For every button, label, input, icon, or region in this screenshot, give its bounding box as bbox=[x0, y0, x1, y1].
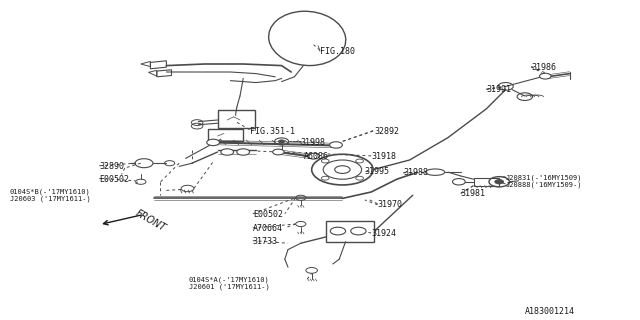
Circle shape bbox=[452, 179, 465, 185]
Bar bbox=[326, 221, 374, 242]
Text: 31918: 31918 bbox=[371, 152, 396, 161]
Text: 31991: 31991 bbox=[486, 85, 511, 94]
Text: 31988: 31988 bbox=[403, 168, 428, 177]
Text: 31981: 31981 bbox=[461, 189, 486, 198]
Text: 31995: 31995 bbox=[365, 167, 390, 176]
Text: 32892: 32892 bbox=[374, 127, 399, 136]
Text: J20603 ('17MY1611-): J20603 ('17MY1611-) bbox=[10, 196, 90, 202]
Text: 0104S*B(-'17MY1610): 0104S*B(-'17MY1610) bbox=[10, 189, 90, 195]
Text: A70664: A70664 bbox=[253, 224, 283, 233]
Text: J20888('16MY1509-): J20888('16MY1509-) bbox=[506, 181, 582, 188]
Text: 0104S*A(-'17MY1610): 0104S*A(-'17MY1610) bbox=[189, 277, 269, 283]
Text: 32890: 32890 bbox=[99, 162, 124, 171]
Text: A6086: A6086 bbox=[304, 152, 329, 161]
Text: J20601 ('17MY1611-): J20601 ('17MY1611-) bbox=[189, 284, 269, 290]
Text: J20831(-'16MY1509): J20831(-'16MY1509) bbox=[506, 174, 582, 181]
Circle shape bbox=[330, 227, 346, 235]
Circle shape bbox=[221, 149, 234, 155]
Text: E00502: E00502 bbox=[253, 210, 283, 219]
Text: E00502: E00502 bbox=[99, 175, 129, 184]
Circle shape bbox=[540, 73, 551, 79]
Text: 31986: 31986 bbox=[531, 63, 556, 72]
Circle shape bbox=[273, 149, 284, 155]
Bar bbox=[208, 129, 243, 141]
Circle shape bbox=[330, 142, 342, 148]
Text: FIG.351-1: FIG.351-1 bbox=[250, 127, 294, 136]
Bar bbox=[218, 110, 255, 128]
Bar bbox=[474, 178, 499, 186]
Circle shape bbox=[335, 166, 350, 173]
Circle shape bbox=[308, 153, 319, 159]
Text: 31733: 31733 bbox=[253, 237, 278, 246]
Text: 31998: 31998 bbox=[301, 138, 326, 147]
Circle shape bbox=[207, 139, 220, 146]
Text: FIG.180: FIG.180 bbox=[320, 47, 355, 56]
Circle shape bbox=[351, 227, 366, 235]
Text: 31924: 31924 bbox=[371, 229, 396, 238]
Circle shape bbox=[495, 180, 504, 184]
Circle shape bbox=[278, 140, 285, 143]
Text: FRONT: FRONT bbox=[134, 208, 167, 234]
Text: A183001214: A183001214 bbox=[525, 307, 575, 316]
Circle shape bbox=[237, 149, 250, 155]
Text: 31970: 31970 bbox=[378, 200, 403, 209]
